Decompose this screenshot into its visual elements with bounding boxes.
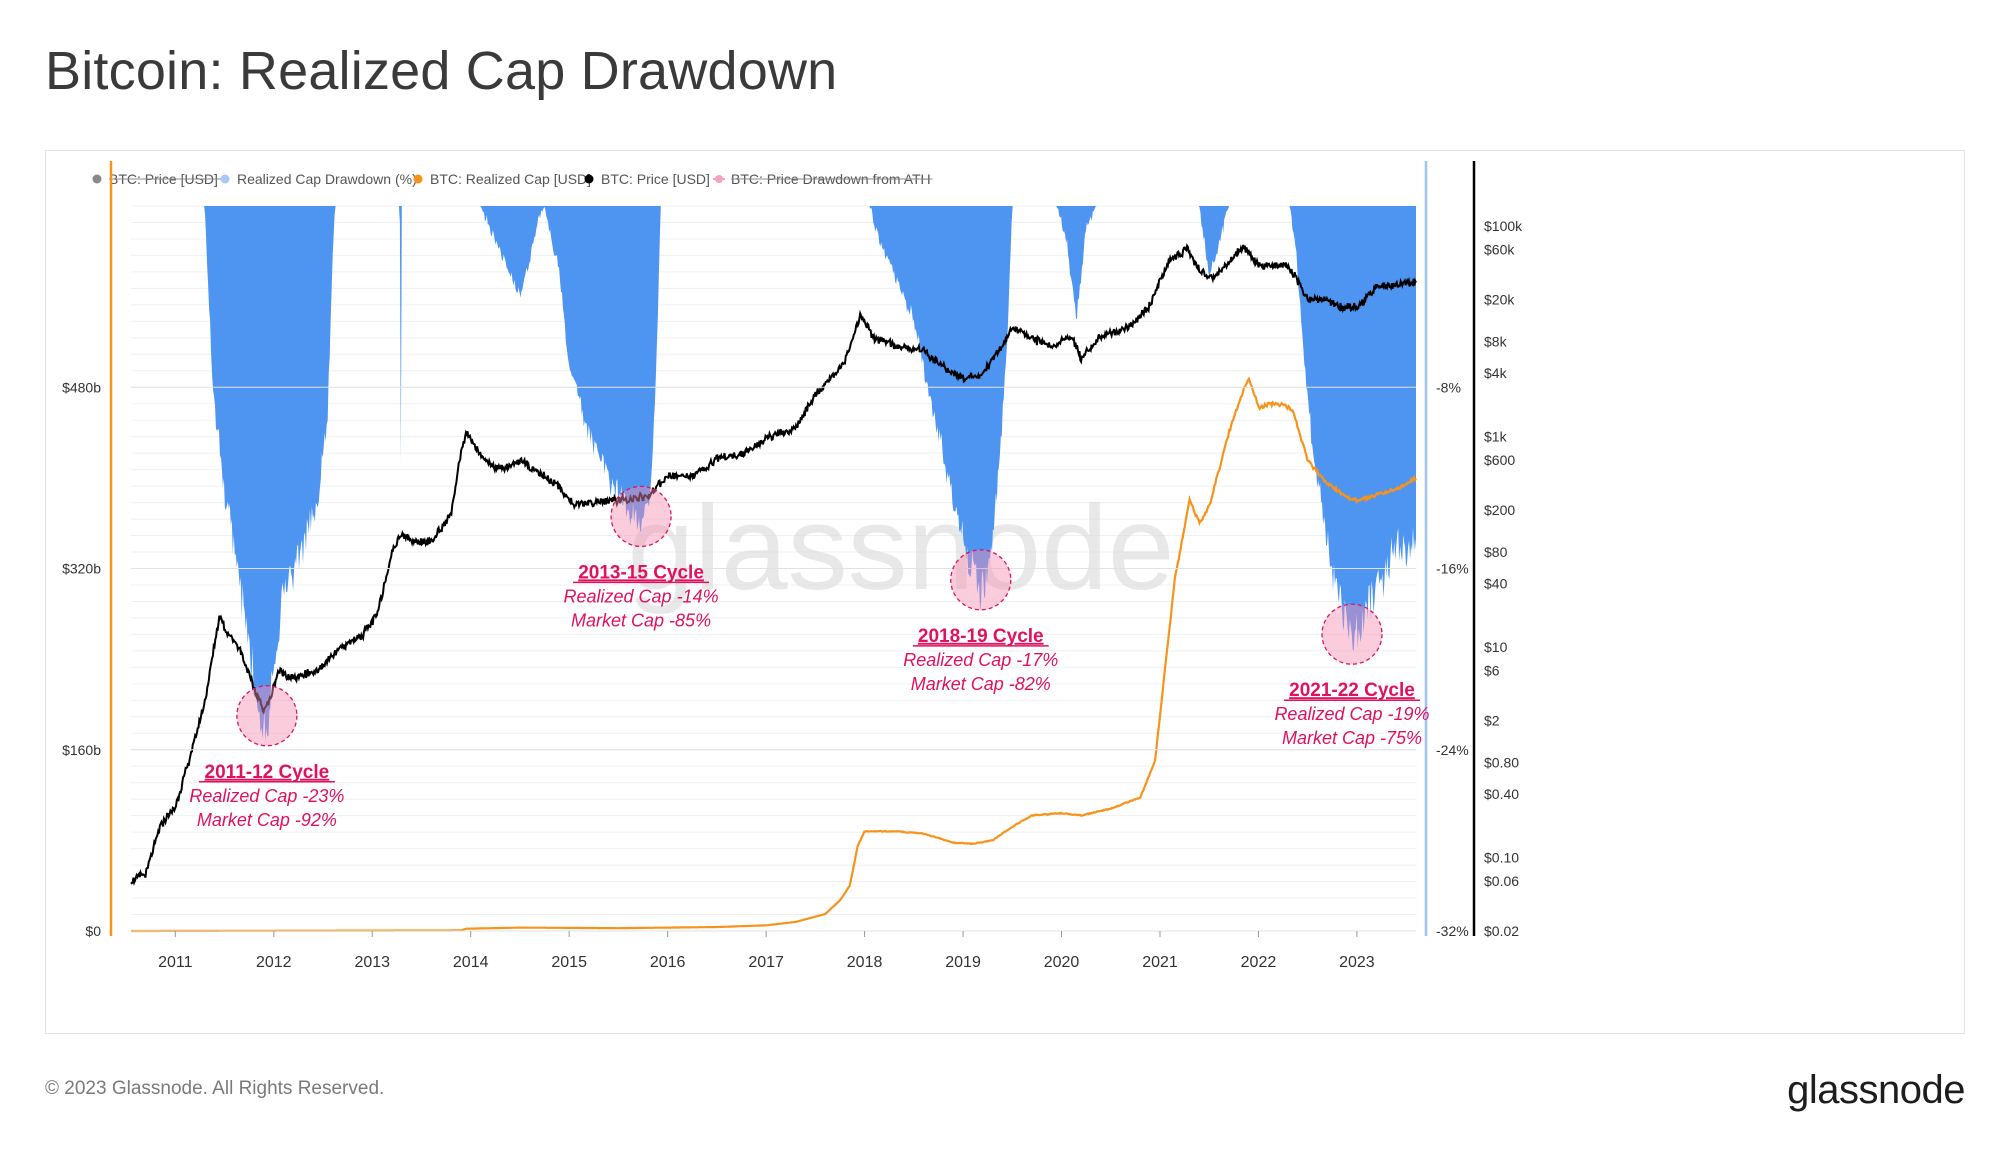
price-line [130,242,1417,886]
x-tick-label: 2019 [945,954,981,971]
annotation-title: 2011-12 Cycle [205,762,330,783]
price-tick-label: $8k [1484,333,1508,349]
annotation-cycle-2011-12: 2011-12 Cycle Realized Cap -23% Market Cap… [189,685,344,830]
annotation-line2: Market Cap -92% [197,810,337,830]
annotation-circle [610,485,672,548]
price-tick-label: $40 [1484,576,1508,592]
glassnode-logo[interactable]: glassnode [1787,1068,1965,1112]
annotation-cycle-2018-19: 2018-19 Cycle Realized Cap -17% Market Cap… [903,549,1058,694]
x-tick-label: 2013 [354,954,390,971]
price-tick-label: $200 [1484,502,1515,518]
price-tick-label: $0.40 [1484,786,1519,802]
legend-item-1[interactable]: Realized Cap Drawdown (%) [220,171,417,187]
x-tick-label: 2015 [551,954,587,971]
legend-dot-marker [92,174,102,184]
drawdown-tick-label: -32% [1436,923,1469,939]
annotation-cycle-2021-22: 2021-22 Cycle Realized Cap -19% Market Cap… [1274,603,1430,748]
annotation-line2: Market Cap -75% [1282,728,1422,748]
x-tick-label: 2018 [847,954,883,971]
x-tick-label: 2021 [1142,954,1178,971]
x-tick-label: 2012 [256,954,292,971]
legend-dot-marker [413,174,423,184]
annotation-line1: Realized Cap -23% [189,786,344,806]
x-tick-label: 2016 [650,954,686,971]
price-tick-label: $2 [1484,713,1500,729]
x-tick-label: 2017 [748,954,784,971]
drawdown-tick-label: -16% [1436,561,1469,577]
page-title: Bitcoin: Realized Cap Drawdown [45,41,838,101]
chart-container: BTC: Price [USD] Realized Cap Drawdown (%… [45,150,1965,1034]
annotations: 2011-12 Cycle Realized Cap -23% Market Cap… [189,485,1430,830]
legend-label: BTC: Price [USD] [601,171,710,187]
price-tick-label: $10 [1484,639,1508,655]
price-tick-label: $600 [1484,452,1515,468]
legend-dot-marker [220,174,230,184]
x-tick-label: 2011 [158,954,193,971]
drawdown-tick-label: -8% [1436,379,1461,395]
annotation-title: 2013-15 Cycle [578,562,704,583]
left-tick-label: $320b [62,561,101,577]
legend-item-0[interactable]: BTC: Price [USD] [92,171,225,187]
price-tick-label: $1k [1484,428,1508,444]
drawdown-area [131,206,1416,742]
annotation-line1: Realized Cap -17% [903,650,1058,670]
annotation-line1: Realized Cap -19% [1274,704,1429,724]
drawdown-area-series [131,206,1416,742]
price-tick-label: $100k [1484,218,1523,234]
footer-copyright: © 2023 Glassnode. All Rights Reserved. [45,1078,385,1099]
legend-item-4[interactable]: BTC: Price Drawdown from ATH [713,171,933,187]
x-tick-label: 2022 [1241,954,1277,971]
legend-label: Realized Cap Drawdown (%) [237,171,417,187]
x-tick-label: 2020 [1044,954,1080,971]
annotation-circle [236,685,298,747]
annotation-line1: Realized Cap -14% [564,586,719,606]
left-tick-label: $0 [85,923,101,939]
left-tick-label: $160b [62,742,101,758]
watermark: glassnode [627,481,1174,615]
annotation-circle [950,549,1012,611]
price-tick-label: $0.80 [1484,754,1519,770]
annotation-line2: Market Cap -85% [571,610,711,630]
x-tick-label: 2023 [1339,954,1375,971]
legend-dot-marker [584,174,594,184]
price-tick-label: $60k [1484,241,1515,257]
legend-dot-marker [715,175,723,183]
drawdown-tick-label: -24% [1436,742,1469,758]
legend-label: BTC: Realized Cap [USD] [430,171,591,187]
left-tick-label: $480b [62,379,101,395]
legend-item-2[interactable]: BTC: Realized Cap [USD] [413,171,592,187]
annotation-line2: Market Cap -82% [911,674,1051,694]
legend-item-3[interactable]: BTC: Price [USD] [584,171,710,187]
price-tick-label: $0.10 [1484,849,1519,865]
annotation-cycle-2013-15: 2013-15 Cycle Realized Cap -14% Market Cap… [564,485,719,630]
price-tick-label: $80 [1484,544,1508,560]
price-tick-label: $20k [1484,292,1515,308]
price-tick-label: $4k [1484,365,1508,381]
price-tick-label: $0.02 [1484,923,1519,939]
x-tick-label: 2014 [453,954,489,971]
price-series [130,242,1417,886]
legend[interactable]: BTC: Price [USD] Realized Cap Drawdown (%… [92,171,933,187]
annotation-title: 2018-19 Cycle [918,626,1044,647]
axes: $0 $160b $320b $480b -8% -16% -24% -32% $100k $60… [62,161,1523,971]
annotation-circle [1321,603,1383,665]
price-tick-label: $6 [1484,662,1500,678]
annotation-title: 2021-22 Cycle [1289,680,1415,701]
chart-svg: BTC: Price [USD] Realized Cap Drawdown (%… [62,161,1523,971]
price-tick-label: $0.06 [1484,873,1519,889]
